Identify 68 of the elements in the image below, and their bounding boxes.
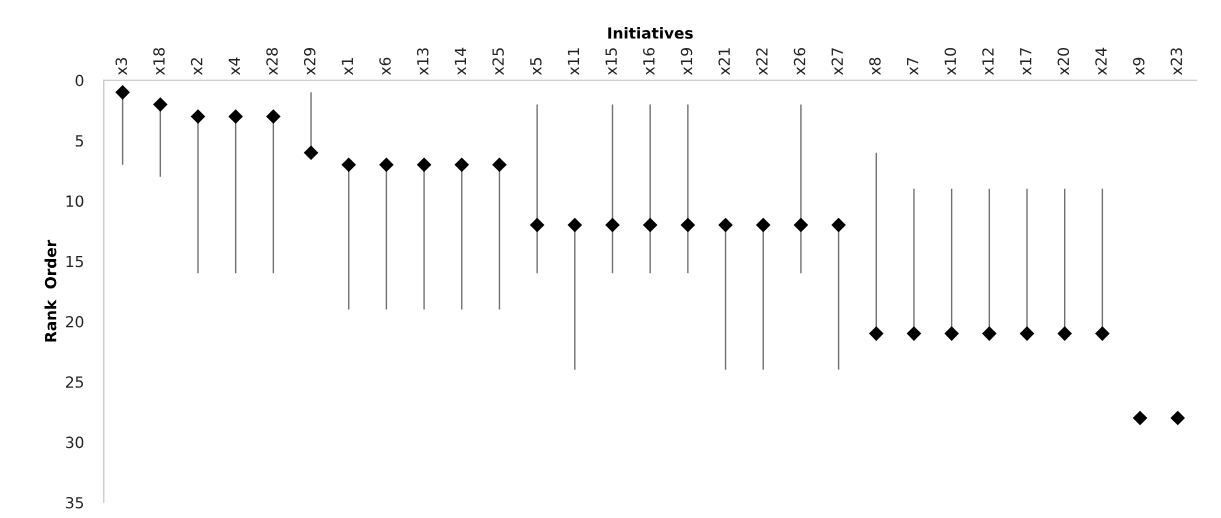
point [793,217,809,233]
x-tick-label: x23 [1170,48,1183,75]
point [718,217,733,233]
point [153,97,168,112]
point [1095,326,1110,341]
x-tick-label: x28 [266,47,278,75]
x-tick-label: x21 [718,48,730,75]
point [1132,410,1148,426]
point [1019,326,1035,341]
x-tick-label: x9 [1132,57,1145,75]
point [492,157,507,173]
x-tick-label: x8 [869,57,881,75]
y-axis-title: Rank Order [44,239,57,342]
point [228,109,243,124]
x-tick-label: x22 [756,48,768,75]
x-tick-label: x2 [190,58,203,75]
point [341,157,357,173]
x-tick-label: x3 [115,57,128,75]
y-tick-label: 15 [66,255,84,268]
point [379,157,394,173]
x-tick-label: x24 [1095,47,1107,75]
x-tick-label: x6 [379,57,391,75]
y-tick-label: 0 [75,74,84,87]
point [868,326,884,341]
x-axis-title: Initiatives [608,27,693,39]
point [416,157,432,173]
point [190,109,206,124]
point [1170,410,1186,426]
x-tick-label: x27 [831,48,843,75]
y-tick-label: 5 [75,135,84,147]
x-tick-label: x14 [454,47,466,75]
y-tick-label: 20 [66,316,84,328]
x-tick-label: x20 [1057,47,1070,75]
point [982,326,997,341]
point [115,85,130,100]
y-tick-label: 10 [66,195,84,207]
x-tick-label: x17 [1020,48,1032,75]
x-tick-label: x19 [680,48,693,75]
point [1057,326,1072,341]
point [755,217,771,233]
x-tick-label: x10 [944,47,957,75]
x-tick-label: x16 [643,47,655,75]
x-tick-label: x25 [492,48,504,75]
point [680,217,696,233]
x-tick-label: x12 [982,48,994,75]
x-tick-label: x7 [907,57,919,75]
point [567,217,583,233]
point [529,217,545,233]
x-tick-label: x15 [605,48,617,75]
point [454,157,470,173]
x-tick-label: x1 [341,58,353,75]
x-tick-label: x18 [153,47,165,75]
point [303,145,319,160]
y-tick-label: 35 [66,496,84,509]
x-tick-label: x29 [303,48,316,75]
point [831,217,846,233]
x-tick-label: x26 [793,47,806,75]
point [605,217,620,233]
x-tick-label: x13 [416,48,429,75]
point [944,326,959,341]
y-tick-label: 30 [66,436,84,449]
x-tick-label: x11 [567,48,580,75]
x-tick-label: x4 [228,57,240,75]
y-tick-label: 25 [66,376,84,388]
x-tick-label: x5 [530,58,542,75]
point [642,217,658,233]
point [906,326,922,341]
point [266,109,281,124]
